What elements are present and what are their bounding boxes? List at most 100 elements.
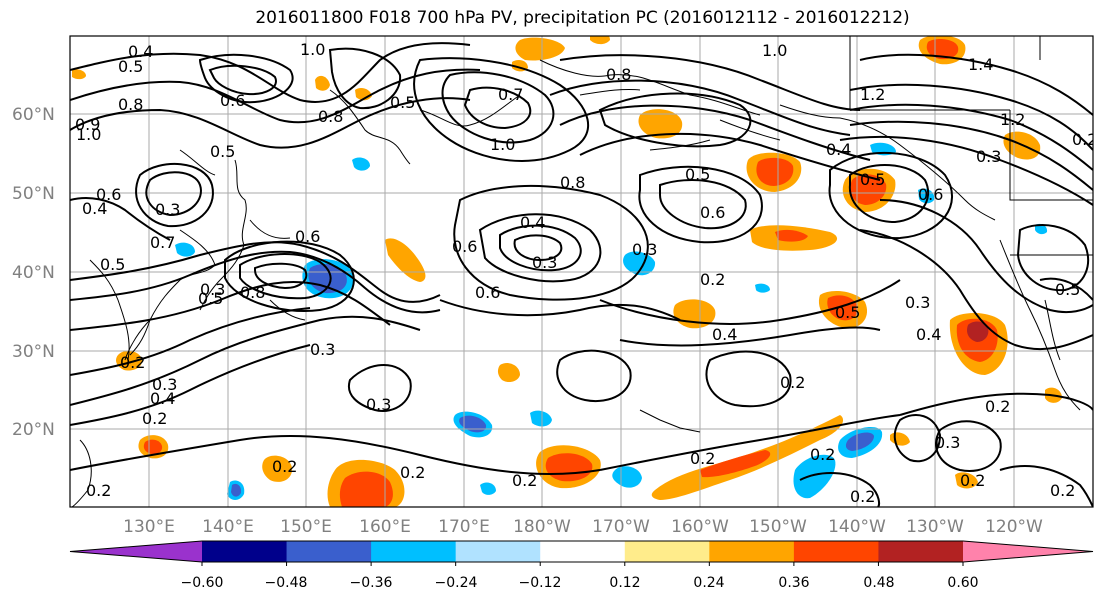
contour-label: 0.2 xyxy=(780,373,805,392)
contour-label: 0.5 xyxy=(210,142,235,161)
colorbar-tick-label: 0.24 xyxy=(693,575,724,591)
graticule xyxy=(70,36,1093,507)
contour-label: 0.5 xyxy=(835,303,860,322)
lon-label: 130°W xyxy=(906,517,964,537)
contour-label: 0.3 xyxy=(976,147,1001,166)
contour-label: 0.3 xyxy=(152,375,177,394)
map-border xyxy=(69,35,1094,508)
colorbar-tick-label: −0.48 xyxy=(265,575,308,591)
contour-label: 0.2 xyxy=(690,449,715,468)
lon-label: 170°W xyxy=(592,517,650,537)
contour-label: 0.4 xyxy=(150,389,175,408)
contour-label: 0.2 xyxy=(142,409,167,428)
contour-label: 0.3 xyxy=(905,293,930,312)
colorbar-cell xyxy=(286,541,372,562)
contour-label: 0.2 xyxy=(86,481,111,500)
lon-label: 180°W xyxy=(513,517,571,537)
colorbar-ticks: −0.60 −0.48 −0.36 −0.24 −0.12 0.12 0.24 … xyxy=(181,562,979,591)
colorbar-cell xyxy=(878,541,964,562)
colorbar-cell xyxy=(624,541,710,562)
contour-label: 0.3 xyxy=(532,253,557,272)
lat-label-50: 50°N xyxy=(12,184,55,204)
lat-label-40: 40°N xyxy=(12,263,55,283)
lon-label: 160°W xyxy=(671,517,729,537)
colorbar: −0.60 −0.48 −0.36 −0.24 −0.12 0.12 0.24 … xyxy=(69,540,1094,591)
lon-label: 170°E xyxy=(438,517,490,537)
contour-label: 0.5 xyxy=(198,289,223,308)
lon-label: 160°E xyxy=(359,517,411,537)
contour-label: 1.0 xyxy=(490,135,515,154)
contour-label: 0.5 xyxy=(860,170,885,189)
colorbar-cell xyxy=(371,541,457,562)
lon-label: 150°W xyxy=(749,517,807,537)
lon-label: 150°E xyxy=(280,517,332,537)
contour-label: 0.5 xyxy=(390,93,415,112)
contour-label: 0.4 xyxy=(712,325,737,344)
contour-label: 0.4 xyxy=(128,42,153,61)
contour-label: 0.3 xyxy=(632,240,657,259)
contour-label: 0.4 xyxy=(520,213,545,232)
longitude-labels: 130°E 140°E 150°E 160°E 170°E 180°W 170°… xyxy=(123,517,1043,537)
contour-label: 0.3 xyxy=(366,395,391,414)
contour-label: 0.8 xyxy=(118,95,143,114)
contour-label: 0.6 xyxy=(700,203,725,222)
colorbar-cell xyxy=(202,541,288,562)
contour-label: 1.0 xyxy=(76,125,101,144)
contour-label: 0.4 xyxy=(826,140,851,159)
contour-label: 0.2 xyxy=(960,471,985,490)
colorbar-cell xyxy=(455,541,541,562)
lon-label: 120°W xyxy=(985,517,1043,537)
contour-label: 0.8 xyxy=(606,65,631,84)
contour-label: 0.2 xyxy=(850,487,875,506)
colorbar-tick-label: 0.12 xyxy=(609,575,640,591)
contour-label: 0.2 xyxy=(400,463,425,482)
contour-label: 0.8 xyxy=(240,283,265,302)
contour-label: 1.0 xyxy=(300,40,325,59)
colorbar-cell xyxy=(540,541,626,562)
contour-label: 0.6 xyxy=(452,237,477,256)
contour-label: 0.3 xyxy=(935,433,960,452)
contour-label: 0.2 xyxy=(272,457,297,476)
lon-label: 130°E xyxy=(123,517,175,537)
contour-label: 0.2 xyxy=(810,445,835,464)
colorbar-cell-min xyxy=(70,541,202,562)
lat-label-30: 30°N xyxy=(12,342,55,362)
latitude-labels: 60°N 50°N 40°N 30°N 20°N xyxy=(12,105,55,440)
contour-label: 0.2 xyxy=(512,471,537,490)
contour-label: 0.2 xyxy=(700,270,725,289)
lat-label-60: 60°N xyxy=(12,105,55,125)
lon-label: 140°W xyxy=(828,517,886,537)
colorbar-tick-label: −0.12 xyxy=(519,575,562,591)
contour-label: 0.2 xyxy=(985,397,1010,416)
contour-label: 0.8 xyxy=(560,173,585,192)
contour-label: 1.2 xyxy=(860,85,885,104)
colorbar-tick-label: 0.48 xyxy=(863,575,894,591)
contour-label: 0.6 xyxy=(918,185,943,204)
contour-label: 1.4 xyxy=(968,55,993,74)
colorbar-tick-label: −0.24 xyxy=(435,575,478,591)
contour-label: 0.2 xyxy=(1072,130,1097,149)
colorbar-tick-label: 0.36 xyxy=(778,575,809,591)
contour-label: 0.8 xyxy=(318,107,343,126)
contour-label: 0.4 xyxy=(916,325,941,344)
contour-label: 1.0 xyxy=(762,41,787,60)
colorbar-tick-label: −0.60 xyxy=(181,575,224,591)
contour-label: 0.4 xyxy=(82,199,107,218)
contour-label: 0.3 xyxy=(155,200,180,219)
contour-label: 0.5 xyxy=(1055,280,1080,299)
contour-label: 0.2 xyxy=(1050,481,1075,500)
pv-contours xyxy=(70,42,1093,507)
contour-label: 0.5 xyxy=(118,57,143,76)
colorbar-tick-label: −0.36 xyxy=(350,575,393,591)
contour-label: 0.5 xyxy=(685,165,710,184)
colorbar-cell xyxy=(793,541,879,562)
contour-label: 0.2 xyxy=(120,353,145,372)
contour-label: 0.6 xyxy=(96,185,121,204)
contour-labels: 0.4 0.5 1.0 0.6 0.8 0.9 1.0 0.5 0.6 0.4 … xyxy=(75,40,1097,506)
colorbar-cell-max xyxy=(963,541,1093,562)
contour-label: 0.6 xyxy=(475,283,500,302)
contour-label: 0.5 xyxy=(100,255,125,274)
contour-label: 0.6 xyxy=(295,227,320,246)
contour-label: 0.7 xyxy=(150,233,175,252)
